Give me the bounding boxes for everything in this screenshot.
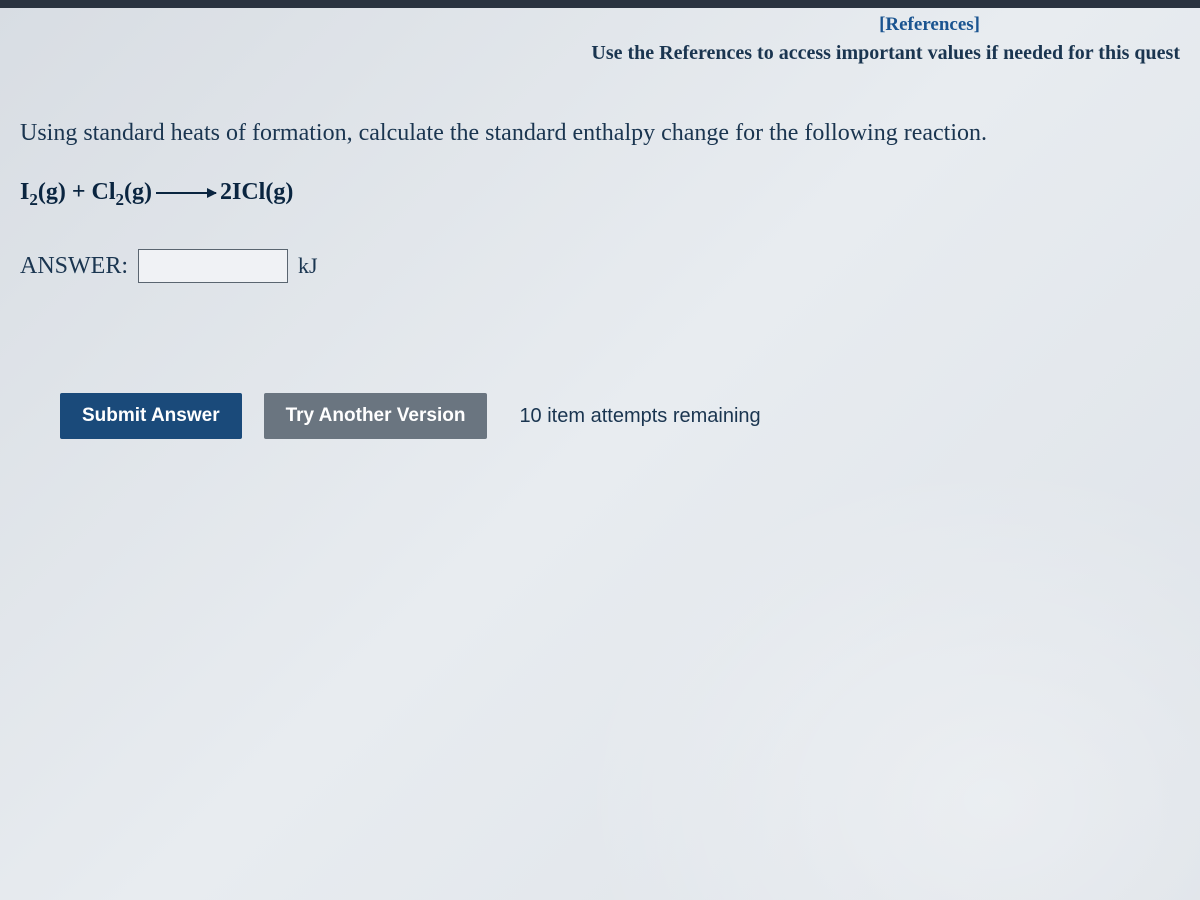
references-link[interactable]: [References]: [879, 14, 1180, 35]
question-content: Using standard heats of formation, calcu…: [0, 77, 1200, 459]
answer-row: ANSWER: kJ: [20, 249, 1180, 283]
button-row: Submit Answer Try Another Version 10 ite…: [60, 393, 1180, 439]
hint-text: Use the References to access important v…: [20, 42, 1180, 65]
header-area: [References] Use the References to acces…: [0, 8, 1200, 77]
reaction-equation: I2(g) + Cl2(g) 2ICl(g): [20, 179, 1180, 210]
top-bar: [0, 0, 1200, 8]
answer-input[interactable]: [138, 249, 288, 283]
reaction-arrow-icon: [156, 192, 216, 194]
screen-glare: [500, 400, 1200, 900]
plus-sign: +: [66, 179, 92, 205]
attempts-remaining: 10 item attempts remaining: [519, 405, 760, 428]
submit-answer-button[interactable]: Submit Answer: [60, 393, 242, 439]
question-prompt: Using standard heats of formation, calcu…: [20, 117, 1180, 151]
reactant-1: I2(g): [20, 179, 66, 205]
answer-label: ANSWER:: [20, 253, 128, 280]
product: 2ICl(g): [220, 179, 293, 205]
reactant-2: Cl2(g): [92, 179, 152, 205]
try-another-version-button[interactable]: Try Another Version: [264, 393, 488, 439]
unit-label: kJ: [298, 253, 318, 279]
